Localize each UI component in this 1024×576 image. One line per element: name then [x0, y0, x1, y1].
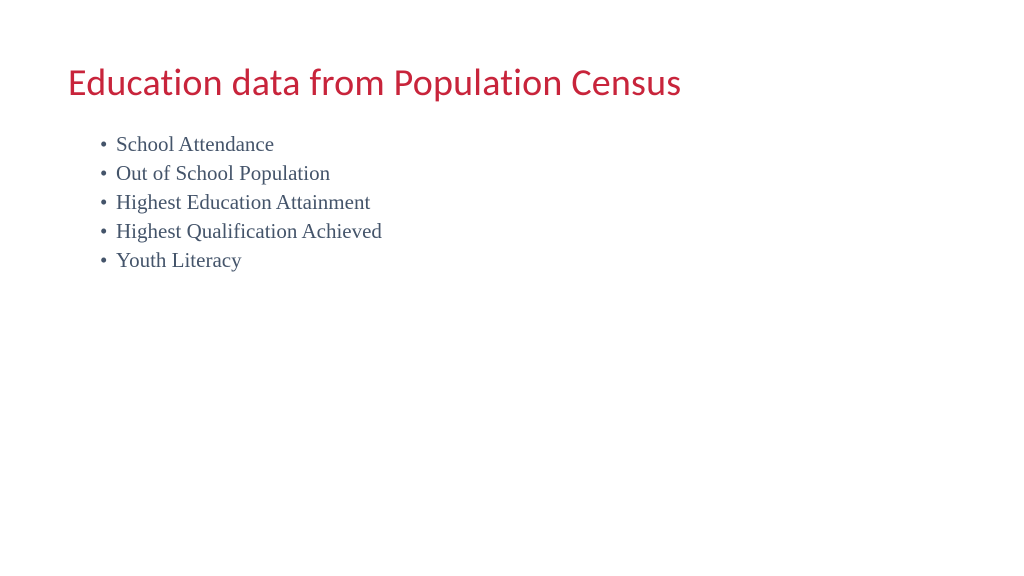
- list-item: Youth Literacy: [100, 246, 956, 275]
- list-item: Highest Qualification Achieved: [100, 217, 956, 246]
- bullet-list: School Attendance Out of School Populati…: [68, 130, 956, 275]
- list-item: School Attendance: [100, 130, 956, 159]
- slide-title: Education data from Population Census: [68, 60, 956, 106]
- slide-container: Education data from Population Census Sc…: [0, 0, 1024, 576]
- list-item: Out of School Population: [100, 159, 956, 188]
- list-item: Highest Education Attainment: [100, 188, 956, 217]
